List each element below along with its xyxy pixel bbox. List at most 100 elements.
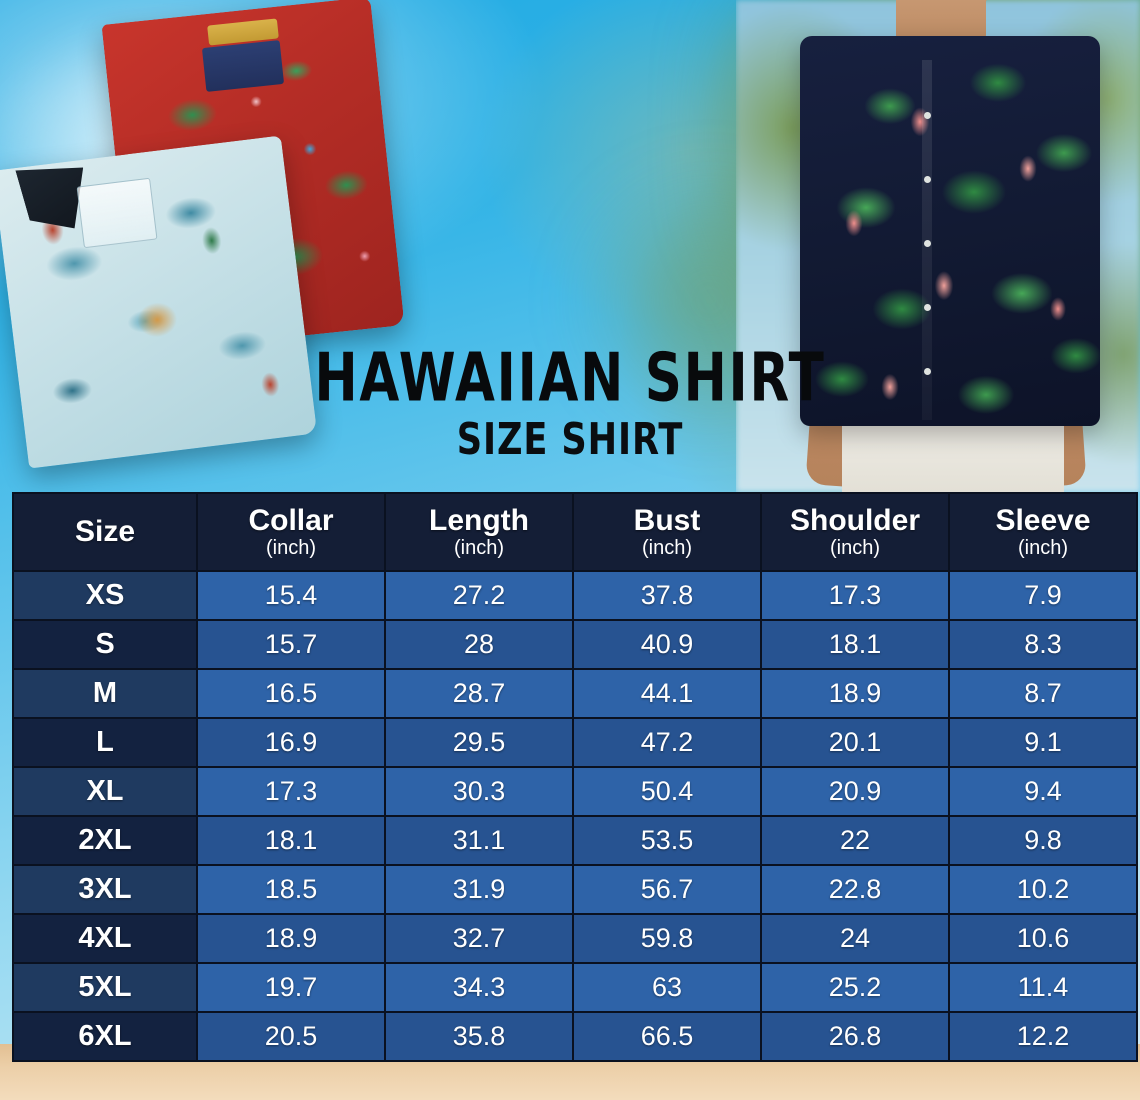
column-header-name: Length [429, 503, 529, 537]
cell-2xl-bust: 53.5 [574, 817, 760, 864]
cell-2xl-shoulder: 22 [762, 817, 948, 864]
table-row: S 15.7 28 40.9 18.1 8.3 [14, 621, 1136, 668]
cell-6xl-bust: 66.5 [574, 1013, 760, 1060]
cell-xl-shoulder: 20.9 [762, 768, 948, 815]
size-chart-table: Size Collar (inch) Length (inch) Bust (inch) Sh… [12, 492, 1138, 1062]
cell-4xl-sleeve: 10.6 [950, 915, 1136, 962]
cell-s-bust: 40.9 [574, 621, 760, 668]
cell-6xl-sleeve: 12.2 [950, 1013, 1136, 1060]
cell-6xl-length: 35.8 [386, 1013, 572, 1060]
cell-l-length: 29.5 [386, 719, 572, 766]
cell-xs-bust: 37.8 [574, 572, 760, 619]
table-row: 5XL 19.7 34.3 63 25.2 11.4 [14, 964, 1136, 1011]
cell-3xl-collar: 18.5 [198, 866, 384, 913]
column-header-sleeve: Sleeve (inch) [950, 494, 1136, 570]
cell-3xl-shoulder: 22.8 [762, 866, 948, 913]
size-label-2xl: 2XL [14, 817, 196, 864]
column-header-name: Shoulder [789, 503, 920, 537]
cell-s-sleeve: 8.3 [950, 621, 1136, 668]
cell-2xl-length: 31.1 [386, 817, 572, 864]
table-row: 3XL 18.5 31.9 56.7 22.8 10.2 [14, 866, 1136, 913]
table-row: L 16.9 29.5 47.2 20.1 9.1 [14, 719, 1136, 766]
column-header-name: Collar [248, 503, 334, 537]
size-label-5xl: 5XL [14, 964, 196, 1011]
table-row: XS 15.4 27.2 37.8 17.3 7.9 [14, 572, 1136, 619]
cell-m-sleeve: 8.7 [950, 670, 1136, 717]
cell-5xl-shoulder: 25.2 [762, 964, 948, 1011]
cell-5xl-collar: 19.7 [198, 964, 384, 1011]
blue-shirt-pocket [76, 177, 158, 249]
shirt-button-4 [924, 304, 931, 311]
column-header-length: Length (inch) [386, 494, 572, 570]
cell-xl-sleeve: 9.4 [950, 768, 1136, 815]
cell-5xl-bust: 63 [574, 964, 760, 1011]
column-header-unit: (inch) [1017, 537, 1068, 560]
column-header-name: Size [74, 515, 136, 549]
model-photo [736, 0, 1140, 492]
cell-4xl-length: 32.7 [386, 915, 572, 962]
column-header-name: Sleeve [995, 503, 1091, 537]
cell-2xl-sleeve: 9.8 [950, 817, 1136, 864]
shirt-button-3 [924, 240, 931, 247]
cell-5xl-sleeve: 11.4 [950, 964, 1136, 1011]
cell-xl-length: 30.3 [386, 768, 572, 815]
cell-s-shoulder: 18.1 [762, 621, 948, 668]
folded-shirts-photo [0, 0, 408, 469]
size-label-xs: XS [14, 572, 196, 619]
column-header-name: Bust [633, 503, 701, 537]
table-row: M 16.5 28.7 44.1 18.9 8.7 [14, 670, 1136, 717]
cell-m-bust: 44.1 [574, 670, 760, 717]
model-flamingo-shirt [800, 36, 1100, 426]
cell-l-bust: 47.2 [574, 719, 760, 766]
size-label-m: M [14, 670, 196, 717]
column-header-unit: (inch) [829, 537, 880, 560]
cell-6xl-collar: 20.5 [198, 1013, 384, 1060]
column-header-shoulder: Shoulder (inch) [762, 494, 948, 570]
cell-2xl-collar: 18.1 [198, 817, 384, 864]
table-body: XS 15.4 27.2 37.8 17.3 7.9 S 15.7 28 40.9 18.1 8.3 M… [14, 572, 1136, 1060]
size-label-s: S [14, 621, 196, 668]
cell-l-sleeve: 9.1 [950, 719, 1136, 766]
cell-5xl-length: 34.3 [386, 964, 572, 1011]
column-header-unit: (inch) [265, 537, 316, 560]
red-shirt-collar [201, 40, 285, 92]
table-row: 2XL 18.1 31.1 53.5 22 9.8 [14, 817, 1136, 864]
cell-m-collar: 16.5 [198, 670, 384, 717]
table-row: 4XL 18.9 32.7 59.8 24 10.6 [14, 915, 1136, 962]
column-header-collar: Collar (inch) [198, 494, 384, 570]
column-header-unit: (inch) [453, 537, 504, 560]
size-label-3xl: 3XL [14, 866, 196, 913]
cell-xs-sleeve: 7.9 [950, 572, 1136, 619]
shirt-button-2 [924, 176, 931, 183]
cell-s-length: 28 [386, 621, 572, 668]
table-header-row: Size Collar (inch) Length (inch) Bust (inch) Sh… [14, 494, 1136, 570]
cell-l-shoulder: 20.1 [762, 719, 948, 766]
size-label-4xl: 4XL [14, 915, 196, 962]
size-label-6xl: 6XL [14, 1013, 196, 1060]
cell-xl-bust: 50.4 [574, 768, 760, 815]
column-header-bust: Bust (inch) [574, 494, 760, 570]
column-header-size: Size [14, 494, 196, 570]
cell-m-length: 28.7 [386, 670, 572, 717]
cell-xs-collar: 15.4 [198, 572, 384, 619]
cell-4xl-shoulder: 24 [762, 915, 948, 962]
table-header: Size Collar (inch) Length (inch) Bust (inch) Sh… [14, 494, 1136, 570]
cell-3xl-sleeve: 10.2 [950, 866, 1136, 913]
cell-m-shoulder: 18.9 [762, 670, 948, 717]
cell-3xl-length: 31.9 [386, 866, 572, 913]
column-header-unit: (inch) [641, 537, 692, 560]
cell-6xl-shoulder: 26.8 [762, 1013, 948, 1060]
size-chart-table-wrapper: Size Collar (inch) Length (inch) Bust (inch) Sh… [12, 492, 1138, 1062]
cell-4xl-bust: 59.8 [574, 915, 760, 962]
shirt-button-5 [924, 368, 931, 375]
size-label-l: L [14, 719, 196, 766]
cell-xl-collar: 17.3 [198, 768, 384, 815]
table-row: XL 17.3 30.3 50.4 20.9 9.4 [14, 768, 1136, 815]
size-label-xl: XL [14, 768, 196, 815]
shirt-button-1 [924, 112, 931, 119]
cell-xs-shoulder: 17.3 [762, 572, 948, 619]
cell-xs-length: 27.2 [386, 572, 572, 619]
cell-3xl-bust: 56.7 [574, 866, 760, 913]
cell-4xl-collar: 18.9 [198, 915, 384, 962]
